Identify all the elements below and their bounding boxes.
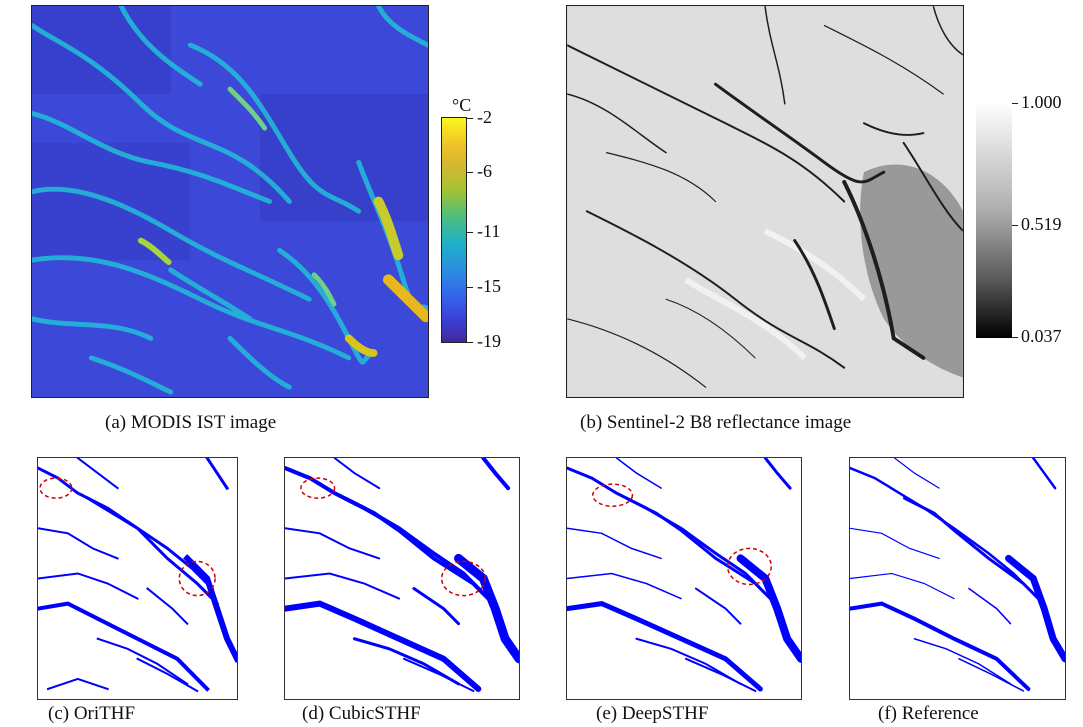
colorbar-tick-label: -15 (477, 276, 501, 296)
fracture-map-reference (849, 457, 1066, 700)
modis-ist-image (31, 5, 429, 398)
colorbar-tick-mark (1012, 103, 1018, 104)
fracture-map-orithf (37, 457, 238, 700)
colorbar-tick-mark (1012, 225, 1018, 226)
colorbar-unit-label: °C (452, 95, 472, 115)
colorbar-tick-label: 0.519 (1021, 214, 1062, 234)
caption-modis: (a) MODIS IST image (105, 412, 277, 433)
colorbar-tick-mark (467, 232, 473, 233)
colorbar-tick-label: -2 (477, 107, 492, 127)
colorbar-tick-mark (467, 172, 473, 173)
caption-cubicsthf: (d) CubicSTHF (302, 703, 421, 724)
colorbar-tick-label: -11 (477, 221, 501, 241)
colorbar-tick-mark (467, 342, 473, 343)
caption-reference: (f) Reference (878, 703, 979, 724)
colorbar-tick-label: -6 (477, 161, 492, 181)
deepsthf-map (567, 458, 801, 692)
orithf-map (38, 458, 237, 693)
modis-colorbar (441, 117, 467, 343)
caption-orithf: (c) OriTHF (48, 703, 136, 724)
modis-ist-raster (32, 6, 428, 397)
colorbar-tick-label: 0.037 (1021, 326, 1062, 346)
colorbar-tick-mark (467, 287, 473, 288)
fracture-map-deepsthf (566, 457, 802, 700)
fracture-map-cubicsthf (284, 457, 520, 700)
sentinel2-b8-image (566, 5, 964, 398)
colorbar-tick-mark (467, 118, 473, 119)
reference-map (850, 458, 1065, 692)
cubicsthf-map (285, 458, 519, 692)
colorbar-tick-label: -19 (477, 331, 501, 351)
caption-sentinel: (b) Sentinel-2 B8 reflectance image (580, 412, 852, 433)
colorbar-tick-mark (1012, 337, 1018, 338)
sentinel-colorbar (976, 102, 1012, 338)
sentinel2-raster (567, 6, 963, 397)
colorbar-tick-label: 1.000 (1021, 92, 1062, 112)
caption-deepsthf: (e) DeepSTHF (596, 703, 709, 724)
